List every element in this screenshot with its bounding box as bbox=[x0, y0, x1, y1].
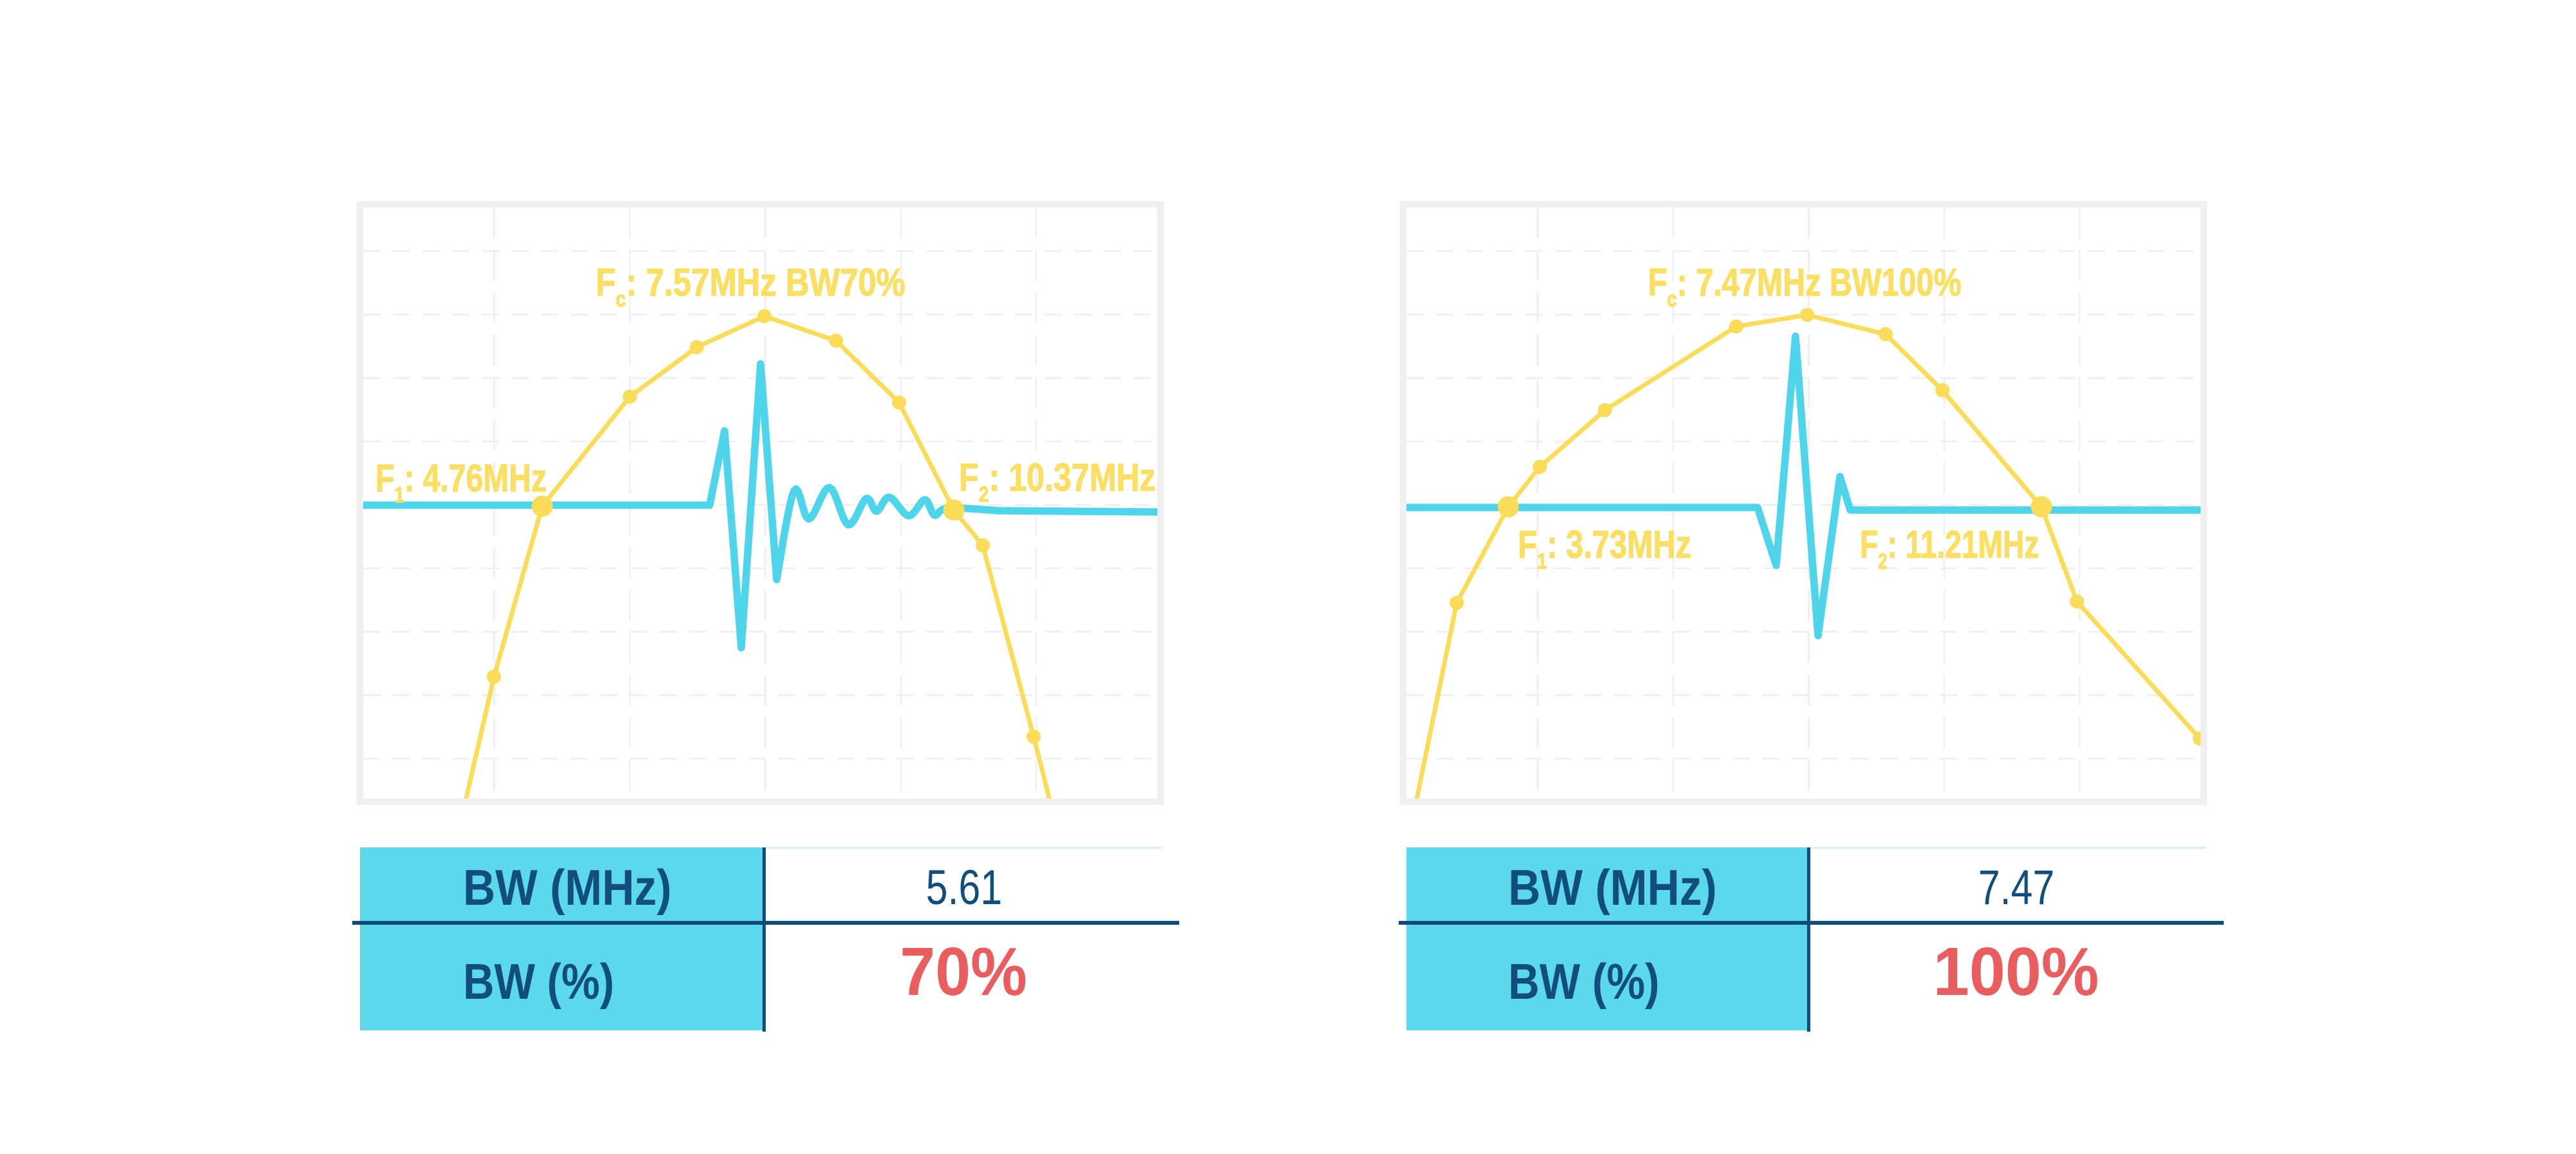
svg-text:F2: 10.37MHz: F2: 10.37MHz bbox=[959, 456, 1156, 507]
svg-text:F2: 11.21MHz: F2: 11.21MHz bbox=[1860, 524, 2039, 574]
svg-text:F1: 4.76MHz: F1: 4.76MHz bbox=[375, 457, 547, 507]
svg-text:Fc: 7.47MHz BW100%: Fc: 7.47MHz BW100% bbox=[1648, 261, 1962, 312]
svg-text:F1: 3.73MHz: F1: 3.73MHz bbox=[1518, 523, 1691, 574]
svg-text:Fc: 7.57MHz BW70%: Fc: 7.57MHz BW70% bbox=[596, 261, 905, 312]
